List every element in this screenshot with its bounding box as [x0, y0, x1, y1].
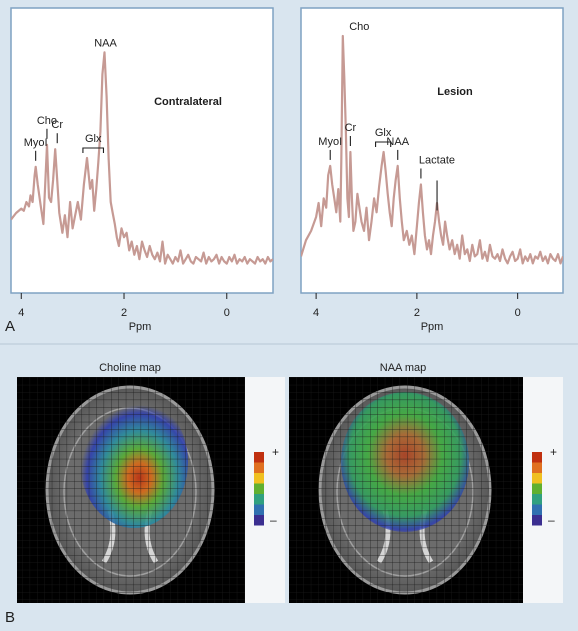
spectrum-marks-contralateral	[11, 51, 273, 265]
colorbar-min-naa: –	[548, 513, 555, 527]
colorbar-max-choline: +	[272, 445, 279, 459]
spectrum-series-line	[301, 34, 563, 265]
x-tick-label: 4	[313, 307, 319, 319]
panel-b: Choline map + – NAA map + – B	[5, 362, 563, 626]
peak-label-cr: Cr	[51, 119, 63, 131]
x-tick-label: 4	[18, 307, 24, 319]
x-tick-label: 0	[515, 307, 521, 319]
colorbar-min-choline: –	[270, 513, 277, 527]
peak-label-glx: Glx	[85, 133, 102, 145]
x-axis-label-lesion: Ppm	[421, 321, 444, 333]
x-ticks-lesion: 4 2 0	[313, 293, 521, 319]
peak-label-cho: Cho	[349, 21, 369, 33]
colorbar-panel-naa	[523, 377, 563, 603]
voxel-grid-choline	[17, 377, 245, 603]
peak-label-cr: Cr	[345, 122, 357, 134]
x-tick-label: 0	[224, 307, 230, 319]
colorbar-swatch	[532, 494, 542, 505]
colorbar-swatch	[254, 483, 264, 494]
naa-map: NAA map + –	[289, 362, 563, 603]
peak-bracket	[375, 141, 392, 147]
colorbar-swatch	[254, 452, 264, 463]
colorbar-max-naa: +	[550, 445, 557, 459]
map-title-naa: NAA map	[380, 362, 426, 374]
choline-map: Choline map + –	[17, 362, 285, 603]
x-axis-label-contralateral: Ppm	[129, 321, 152, 333]
colorbar-swatch	[254, 504, 264, 515]
peak-label-lactate: Lactate	[419, 154, 455, 166]
panel-title-contralateral: Contralateral	[154, 96, 222, 108]
x-tick-label: 2	[121, 307, 127, 319]
colorbar-swatch	[254, 462, 264, 473]
colorbar-swatch	[254, 473, 264, 484]
colorbar-swatch	[532, 462, 542, 473]
colorbar-swatch	[532, 452, 542, 463]
panel-letter-a: A	[5, 318, 15, 335]
x-ticks-contralateral: 4 2 0	[18, 293, 230, 319]
peak-label-naa: NAA	[94, 37, 117, 49]
peak-label-naa: NAA	[386, 136, 409, 148]
colorbar-choline	[254, 452, 264, 526]
voxel-grid-naa	[289, 377, 523, 603]
colorbar-naa	[532, 452, 542, 526]
peak-bracket	[82, 147, 105, 153]
colorbar-swatch	[532, 473, 542, 484]
colorbar-swatch	[254, 494, 264, 505]
peak-label-myoi: MyoI	[318, 136, 342, 148]
colorbar-panel-choline	[245, 377, 285, 603]
x-tick-label: 2	[414, 307, 420, 319]
peak-label-glx: Glx	[375, 127, 392, 139]
spectrum-series-line	[11, 51, 273, 265]
peak-label-myoi: MyoI	[24, 137, 48, 149]
plot-frame-contralateral	[10, 7, 274, 294]
panel-letter-b: B	[5, 609, 15, 626]
map-title-choline: Choline map	[99, 362, 161, 374]
spectrum-marks-lesion	[301, 34, 563, 265]
colorbar-swatch	[532, 483, 542, 494]
peak-label-cho: Cho	[37, 115, 57, 127]
panel-title-lesion: Lesion	[437, 86, 473, 98]
colorbar-swatch	[532, 515, 542, 526]
colorbar-swatch	[254, 515, 264, 526]
colorbar-swatch	[532, 504, 542, 515]
